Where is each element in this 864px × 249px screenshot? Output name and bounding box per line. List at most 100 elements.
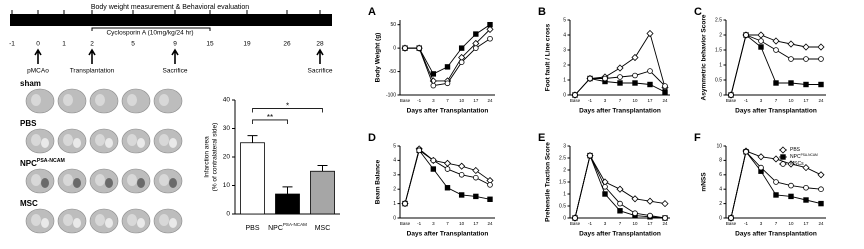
marker: [818, 200, 824, 207]
brain-slice-inner: [63, 94, 73, 106]
y-tick-label: 0.5: [715, 77, 722, 83]
event-label: pMCAo: [27, 68, 49, 75]
day-label: 9: [173, 41, 177, 48]
infarct: [41, 218, 49, 228]
x-axis-label: Days after Transplantation: [579, 108, 661, 115]
marker: [430, 71, 437, 77]
marker: [617, 74, 623, 80]
y-axis-label: Body Weight (g): [375, 33, 382, 83]
y-tick-label: 10: [716, 143, 722, 149]
marker: [430, 157, 437, 164]
brain-slice-inner: [159, 134, 169, 146]
marker: [788, 56, 794, 62]
significance-label: **: [267, 113, 273, 122]
significance-bracket: [252, 108, 323, 113]
marker: [572, 92, 578, 98]
infarct: [73, 138, 81, 148]
x-tick-label: -1: [744, 221, 748, 226]
marker: [787, 160, 795, 168]
marker: [758, 38, 764, 44]
y-tick-label: 8: [719, 158, 722, 164]
infarct: [169, 218, 177, 228]
x-tick-label: Base: [726, 98, 737, 103]
y-tick-label: 50: [390, 22, 396, 28]
x-tick-label: 7: [446, 98, 449, 103]
bar: [240, 142, 265, 215]
x-tick-label: 3: [604, 98, 607, 103]
infarct: [105, 178, 113, 188]
marker: [473, 174, 479, 181]
y-tick-label: 1: [393, 201, 396, 207]
marker: [772, 155, 780, 163]
x-tick-label: 3: [432, 221, 435, 226]
brain-row-label-main: NPC: [20, 159, 37, 168]
brain-slice-inner: [95, 94, 105, 106]
y-tick-label: -50: [389, 69, 396, 75]
x-tick-label: 7: [775, 98, 778, 103]
infarct: [137, 178, 145, 188]
y-tick-label: 0: [393, 215, 396, 221]
x-tick-label: 17: [803, 98, 809, 103]
x-tick-label: 10: [632, 98, 638, 103]
legend-label-main: PBS: [790, 147, 801, 153]
marker: [473, 45, 479, 51]
marker: [631, 53, 639, 62]
day-label: 2: [90, 41, 94, 48]
marker: [617, 208, 623, 214]
brain-slice-inner: [127, 94, 137, 106]
marker: [803, 56, 809, 62]
marker: [802, 164, 810, 172]
error-bar: [282, 186, 293, 195]
x-tick-label: 3: [432, 98, 435, 103]
legend-label: MSCs: [790, 161, 804, 167]
marker: [472, 166, 480, 175]
y-axis-label: Infarction area: [204, 136, 211, 178]
brain-row-label: MSC: [20, 199, 38, 208]
x-tick-label: 17: [473, 98, 479, 103]
brain-row-label-sup: PSA-NCAM: [37, 158, 65, 164]
x-tick-label: 24: [818, 221, 824, 226]
x-tick-label: Base: [570, 221, 581, 226]
brain-slice-inner: [159, 214, 169, 226]
x-tick-label: 7: [619, 221, 622, 226]
legend-label-main: NPC: [790, 154, 801, 160]
y-tick-label: 2: [719, 201, 722, 207]
marker: [443, 159, 452, 167]
y-tick-label: 0: [719, 215, 722, 221]
marker: [487, 182, 493, 188]
drug-bracket: [91, 27, 211, 31]
brain-slice-inner: [63, 134, 73, 146]
marker: [444, 166, 451, 172]
y-tick-label: 3: [563, 47, 566, 53]
marker: [758, 44, 764, 50]
brain-slice-inner: [31, 94, 41, 106]
x-tick-label-main: PBS: [245, 225, 259, 232]
panel-letter: F: [694, 132, 701, 144]
y-tick-label: 4: [393, 158, 396, 164]
y-tick-label: 0.5: [559, 203, 566, 209]
legend-label-main: MSCs: [790, 161, 804, 167]
timeline-bar: [10, 14, 332, 26]
marker: [458, 172, 465, 178]
x-tick-label: 10: [459, 98, 465, 103]
y-tick-label: 5: [393, 143, 396, 149]
x-axis-label: Days after Transplantation: [407, 108, 489, 115]
y-tick-label: 3: [563, 143, 566, 149]
marker: [743, 32, 749, 38]
brain-slice-inner: [127, 174, 137, 186]
marker: [646, 29, 654, 38]
x-tick-label: 24: [487, 98, 493, 103]
x-tick-label: Base: [570, 98, 581, 103]
marker: [444, 80, 451, 87]
legend-label: PBS: [790, 147, 801, 153]
y-tick-label: 0: [226, 211, 230, 218]
marker: [803, 197, 809, 203]
y-tick-label: 1.5: [715, 47, 722, 53]
event-arrow: [34, 48, 42, 64]
y-tick-label: 1: [563, 77, 566, 83]
brain-row-label: NPCPSA-NCAM: [20, 158, 65, 168]
x-tick-label: 10: [788, 98, 794, 103]
marker: [416, 45, 422, 51]
x-tick-label: -1: [588, 98, 592, 103]
panel-letter: E: [538, 132, 545, 144]
